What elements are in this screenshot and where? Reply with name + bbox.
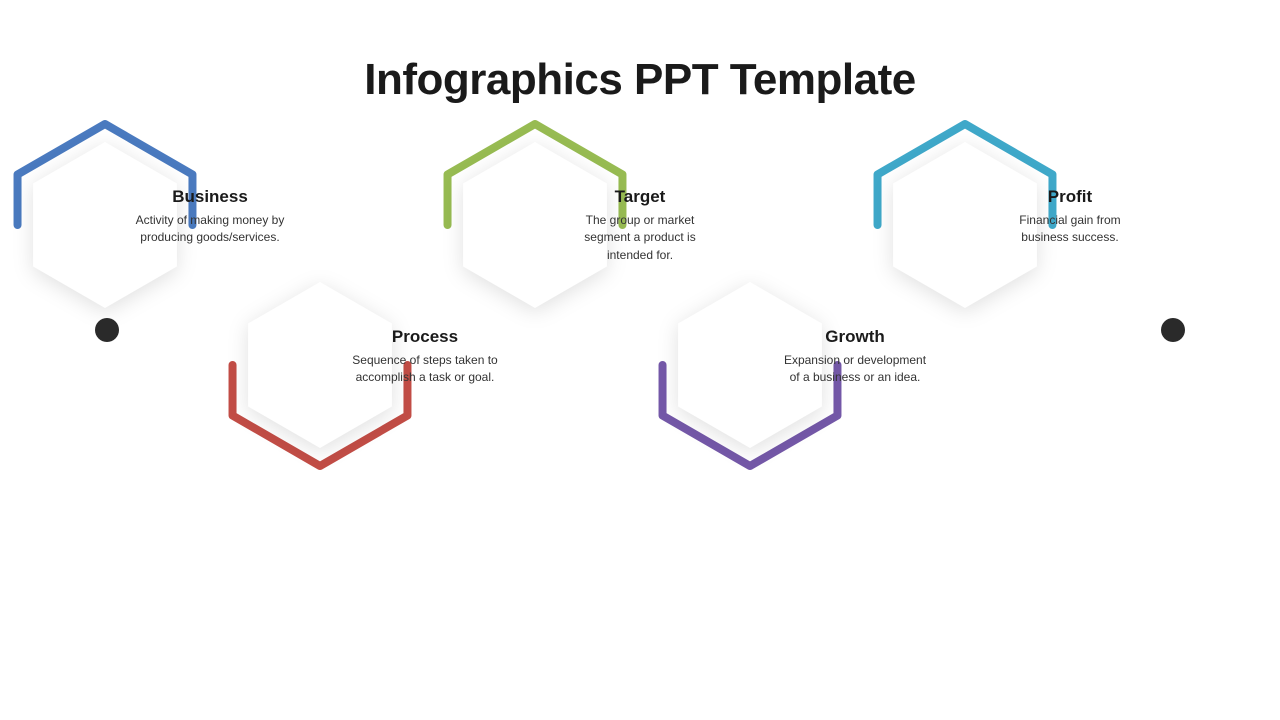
hex-inner-shape xyxy=(893,142,1037,308)
hex-inner-shape xyxy=(248,282,392,448)
hex-inner-shape xyxy=(463,142,607,308)
endpoint-dot xyxy=(95,318,119,342)
hex-item: GrowthExpansion or development of a busi… xyxy=(750,365,960,575)
endpoint-dot xyxy=(1161,318,1185,342)
hex-diagram: BusinessActivity of making money by prod… xyxy=(0,200,1280,620)
slide-title: Infographics PPT Template xyxy=(0,55,1280,105)
slide: Infographics PPT Template BusinessActivi… xyxy=(0,0,1280,720)
hex-item: ProcessSequence of steps taken to accomp… xyxy=(320,365,530,575)
hex-inner-shape xyxy=(33,142,177,308)
hex-item: ProfitFinancial gain from business succe… xyxy=(965,225,1175,435)
hex-inner-shape xyxy=(678,282,822,448)
